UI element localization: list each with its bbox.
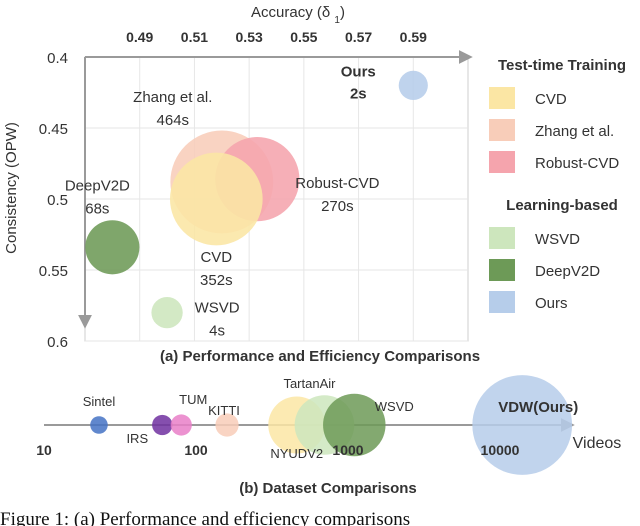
dataset-label: IRS: [126, 431, 148, 446]
method-name-label: Zhang et al.: [133, 89, 212, 106]
legend-swatch: [489, 87, 515, 109]
bubble-wsvd: [151, 296, 183, 329]
method-time-label: 4s: [209, 323, 225, 340]
x-tick-labels: 0.49 0.51 0.53 0.55 0.57 0.59: [126, 29, 427, 45]
legend: Test-time Training CVD Zhang et al. Robust-…: [489, 57, 626, 313]
dataset-bubble-tum: [170, 414, 192, 436]
legend-label: Ours: [535, 295, 568, 312]
legend-label: Zhang et al.: [535, 123, 614, 140]
figure-caption: Figure 1: (a) Performance and efficiency…: [0, 509, 410, 526]
method-labels: Ours 2s Zhang et al. 464s Robust-CVD 270s CVD 3…: [65, 63, 380, 339]
legend-label: CVD: [535, 91, 567, 108]
dataset-label: NYUDV2: [270, 446, 323, 461]
axis-subscript: 1: [334, 15, 340, 26]
dataset-bubble-irs: [152, 414, 173, 436]
legend-group-title: Test-time Training: [498, 57, 626, 74]
legend-label: WSVD: [535, 231, 580, 248]
x-tick-label: 0.55: [290, 29, 317, 45]
bubble-ours: [398, 70, 428, 100]
dataset-label: KITTI: [208, 403, 240, 418]
accuracy-axis-title: Accuracy (δ 1): [251, 4, 345, 26]
legend-label: Robust-CVD: [535, 155, 619, 172]
dataset-bubble-vdw-ours-: [472, 375, 573, 475]
legend-swatch: [489, 151, 515, 173]
legend-group-title: Learning-based: [506, 197, 618, 214]
method-name-label: DeepV2D: [65, 177, 130, 194]
videos-axis-title: Videos: [573, 435, 622, 452]
videos-tick-label: 1000: [332, 442, 363, 458]
dataset-bubble-kitti: [215, 413, 239, 437]
method-time-label: 2s: [350, 85, 367, 102]
legend-label: DeepV2D: [535, 263, 600, 280]
method-time-label: 352s: [200, 272, 233, 289]
dataset-bubble-wsvd: [323, 393, 386, 457]
method-time-label: 68s: [85, 200, 109, 217]
dataset-label: TartanAir: [283, 376, 336, 391]
dataset-bubble-sintel: [90, 416, 108, 434]
consistency-axis-title: Consistency (OPW): [3, 122, 20, 254]
y-tick-labels: 0.4 0.45 0.5 0.55 0.6: [39, 50, 68, 351]
y-tick-label: 0.55: [39, 263, 68, 280]
performance-efficiency-chart: Accuracy (δ 1) Consistency (OPW) 0.49 0.5…: [3, 4, 626, 365]
x-tick-label: 0.59: [400, 29, 427, 45]
legend-swatch: [489, 291, 515, 313]
y-tick-label: 0.5: [47, 192, 68, 209]
method-name-label: Robust-CVD: [295, 175, 379, 192]
method-time-label: 270s: [321, 198, 354, 215]
x-tick-label: 0.57: [345, 29, 372, 45]
legend-swatch: [489, 227, 515, 249]
method-name-label: CVD: [200, 249, 232, 266]
y-tick-label: 0.45: [39, 121, 68, 138]
videos-tick-label: 10: [36, 442, 52, 458]
method-name-label: WSVD: [195, 300, 240, 317]
legend-swatch: [489, 119, 515, 141]
x-tick-label: 0.49: [126, 29, 153, 45]
videos-tick-label: 100: [184, 442, 208, 458]
method-time-label: 464s: [157, 112, 190, 129]
videos-tick-label: 10000: [481, 442, 520, 458]
dataset-label: Sintel: [83, 394, 116, 409]
panel-b-caption: (b) Dataset Comparisons: [239, 480, 417, 497]
x-tick-label: 0.53: [236, 29, 263, 45]
axis-title-end: ): [340, 4, 345, 21]
method-name-label: Ours: [341, 63, 376, 80]
method-bubbles: [85, 70, 428, 329]
bubble-deepv2d: [85, 220, 140, 275]
videos-tick-labels: 10 100 1000 10000: [36, 442, 519, 458]
dataset-bubbles: [90, 375, 573, 475]
panel-a-caption: (a) Performance and Efficiency Compariso…: [160, 348, 480, 365]
dataset-label: VDW(Ours): [498, 399, 578, 416]
dataset-label: WSVD: [375, 399, 414, 414]
dataset-label: TUM: [179, 392, 207, 407]
y-tick-label: 0.4: [47, 50, 68, 67]
y-tick-label: 0.6: [47, 334, 68, 351]
legend-swatch: [489, 259, 515, 281]
bubble-cvd: [169, 152, 263, 246]
x-tick-label: 0.51: [181, 29, 208, 45]
